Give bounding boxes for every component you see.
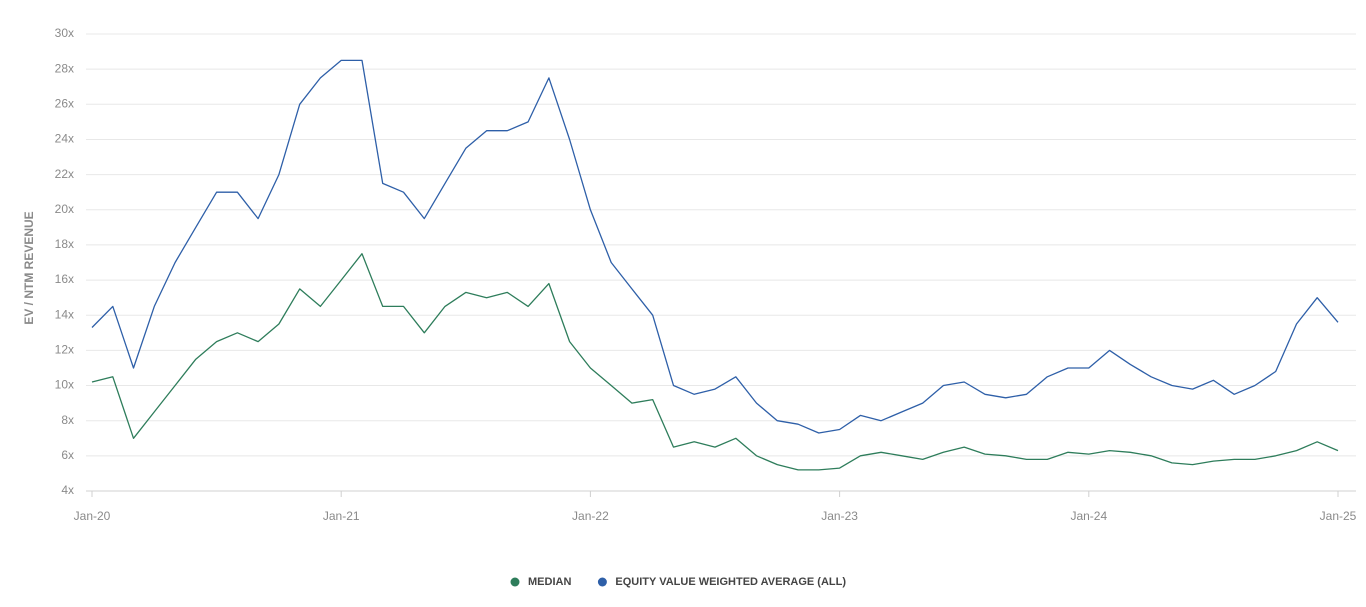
y-tick-label: 8x [61,413,74,427]
y-tick-label: 30x [55,26,74,40]
line-series [91,253,1339,471]
x-tick-label: Jan-23 [821,509,858,523]
legend-marker [597,577,607,587]
x-tick-label: Jan-25 [1320,509,1357,523]
y-tick-label: 12x [55,343,74,357]
x-tick-label: Jan-21 [323,509,360,523]
legend-label: EQUITY VALUE WEIGHTED AVERAGE (ALL) [615,576,846,588]
legend-label: MEDIAN [528,576,571,588]
y-tick-label: 28x [55,61,74,75]
line-series [91,59,1339,434]
y-tick-label: 10x [55,378,74,392]
x-tick-label: Jan-24 [1070,509,1107,523]
y-tick-label: 18x [55,237,74,251]
y-tick-label: 4x [61,483,74,497]
y-tick-label: 22x [55,167,74,181]
y-tick-label: 26x [55,96,74,110]
y-tick-label: 16x [55,272,74,286]
x-tick-label: Jan-22 [572,509,609,523]
y-tick-label: 20x [55,202,74,216]
legend-marker [510,577,520,587]
y-axis-title: EV / NTM REVENUE [22,211,36,324]
y-tick-label: 6x [61,448,74,462]
y-tick-label: 14x [55,307,74,321]
y-tick-label: 24x [55,132,74,146]
x-tick-label: Jan-20 [74,509,111,523]
